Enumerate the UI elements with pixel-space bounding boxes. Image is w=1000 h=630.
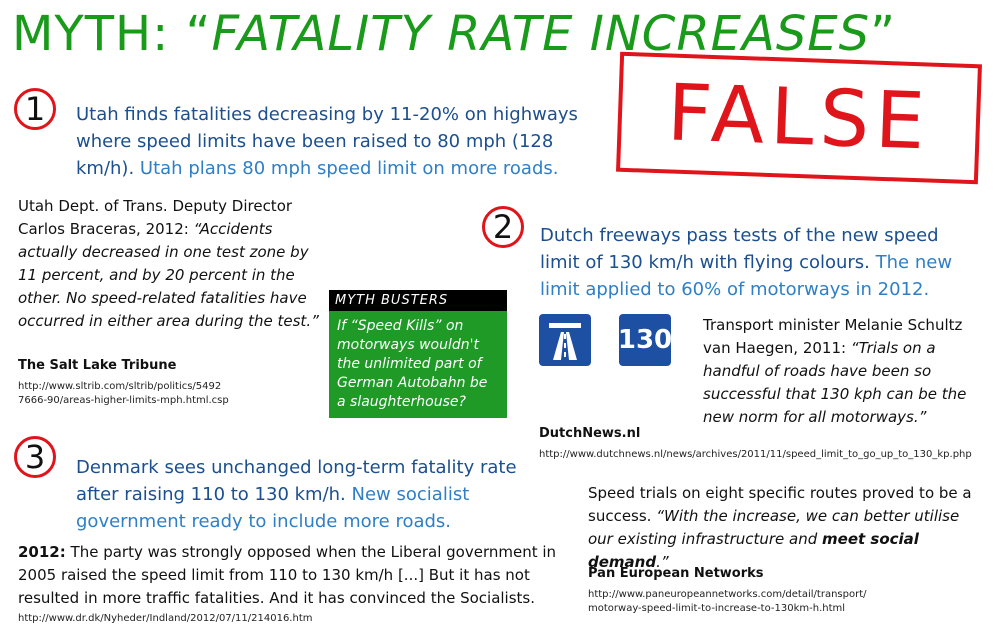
item2-url[interactable]: http://www.dutchnews.nl/news/archives/20…: [539, 449, 972, 460]
pan-european-url-line1[interactable]: http://www.paneuropeannetworks.com/detai…: [588, 589, 867, 600]
item1-quote: Utah Dept. of Trans. Deputy Director Car…: [18, 195, 323, 333]
item3-body-text: The party was strongly opposed when the …: [18, 543, 557, 607]
title-italic: FATALITY RATE INCREASES: [211, 6, 871, 62]
item3-body-bold: 2012:: [18, 543, 66, 561]
number-badge-2: 2: [482, 206, 524, 248]
item2-headline-dark: Dutch freeways pass tests of the new spe…: [540, 225, 939, 273]
item1-headline-light: Utah plans 80 mph speed limit on more ro…: [139, 158, 559, 179]
item3-headline-light: New socialist government ready to includ…: [76, 484, 470, 532]
item1-headline: Utah finds fatalities decreasing by 11-2…: [76, 101, 596, 182]
item1-quote-text: “Accidents actually decreased in one tes…: [18, 220, 319, 330]
pan-european-quote-bold: meet social demand: [588, 530, 919, 571]
false-stamp: FALSE: [616, 51, 982, 185]
pan-european-url[interactable]: http://www.paneuropeannetworks.com/detai…: [588, 588, 867, 616]
pan-european-url-line2[interactable]: motorway-speed-limit-to-increase-to-130k…: [588, 603, 846, 614]
item2-source: DutchNews.nl: [539, 426, 641, 441]
item2-headline-light: The new limit applied to 60% of motorway…: [540, 252, 953, 300]
item2-quote-intro: Transport minister Melanie Schultz van H…: [703, 316, 963, 357]
pan-european-text: Speed trials on eight specific routes pr…: [588, 482, 978, 574]
item3-body: 2012: The party was strongly opposed whe…: [18, 541, 558, 610]
page-title: MYTH: “FATALITY RATE INCREASES”: [12, 6, 896, 62]
number-badge-3: 3: [14, 436, 56, 478]
item3-headline: Denmark sees unchanged long-term fatalit…: [76, 454, 526, 535]
item1-url-line2[interactable]: 7666-90/areas-higher-limits-mph.html.csp: [18, 395, 229, 406]
title-suffix: ”: [870, 6, 896, 62]
item1-url[interactable]: http://www.sltrib.com/sltrib/politics/54…: [18, 380, 229, 408]
myth-busters-box: MYTH BUSTERS If “Speed Kills” on motorwa…: [329, 290, 507, 418]
item2-quote: Transport minister Melanie Schultz van H…: [703, 314, 973, 429]
number-badge-1: 1: [14, 88, 56, 130]
pan-european-plain: Speed trials on eight specific routes pr…: [588, 484, 972, 525]
item2-headline: Dutch freeways pass tests of the new spe…: [540, 222, 960, 303]
item2-quote-text: “Trials on a handful of roads have been …: [703, 339, 967, 426]
item3-headline-dark: Denmark sees unchanged long-term fatalit…: [76, 457, 517, 505]
pan-european-quote-end: .”: [656, 553, 669, 571]
speed-sign-130: 130: [618, 314, 672, 366]
item1-quote-intro: Utah Dept. of Trans. Deputy Director Car…: [18, 197, 293, 238]
item3-url[interactable]: http://www.dr.dk/Nyheder/Indland/2012/07…: [18, 613, 313, 624]
motorway-sign-graphic: [549, 323, 581, 360]
title-prefix: MYTH: “: [12, 6, 212, 62]
pan-european-quote-1: “With the increase, we can better utilis…: [588, 507, 960, 548]
myth-busters-text: If “Speed Kills” on motorways wouldn't t…: [337, 318, 488, 410]
myth-busters-header: MYTH BUSTERS: [329, 290, 507, 311]
item1-url-line1[interactable]: http://www.sltrib.com/sltrib/politics/54…: [18, 381, 222, 392]
pan-european-source: Pan European Networks: [588, 566, 764, 581]
motorway-sign-icon: [539, 314, 591, 366]
item1-source: The Salt Lake Tribune: [18, 358, 177, 373]
item1-headline-dark: Utah finds fatalities decreasing by 11-2…: [76, 104, 578, 179]
